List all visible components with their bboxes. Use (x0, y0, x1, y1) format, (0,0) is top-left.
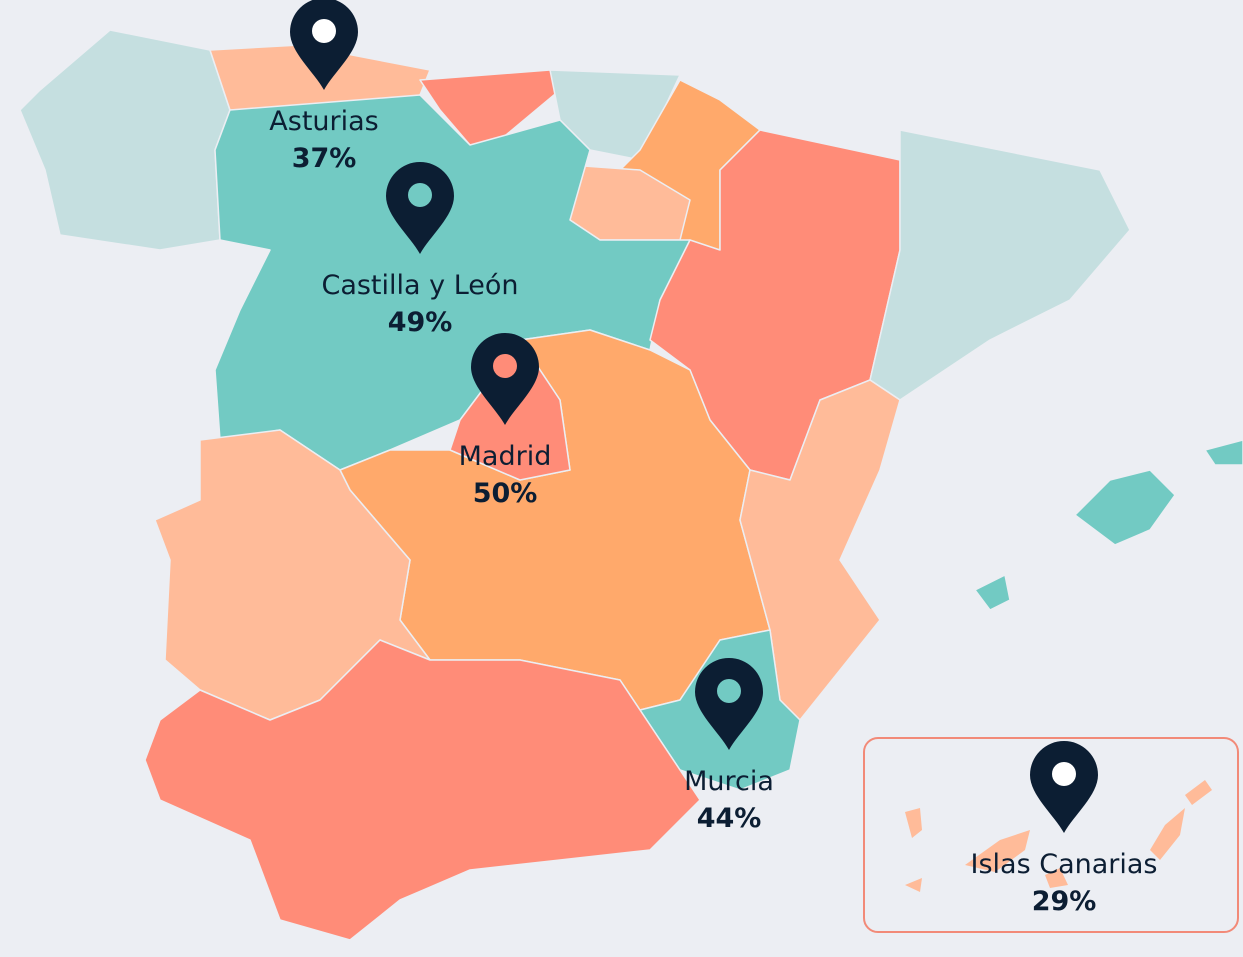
marker-label: Islas Canarias (971, 849, 1158, 880)
ibiza (974, 574, 1011, 611)
cataluna (869, 129, 1131, 401)
island (1045, 868, 1068, 888)
pin (1030, 741, 1098, 833)
pin (695, 658, 763, 750)
marker: Islas Canarias 29% (971, 741, 1158, 917)
marker-value: 50% (473, 478, 538, 509)
pin-dot (408, 183, 432, 207)
pin (386, 162, 454, 254)
regions (19, 29, 1243, 941)
pin-dot (493, 354, 517, 378)
island (905, 808, 922, 838)
island (1150, 808, 1185, 860)
marker-value: 29% (1032, 886, 1097, 917)
marker: Castilla y León 49% (321, 162, 519, 338)
island (965, 830, 1030, 872)
pin-dot (1052, 762, 1076, 786)
andalucia (144, 639, 701, 941)
marker-label: Castilla y León (321, 270, 518, 301)
marker-value: 44% (697, 803, 762, 834)
mallorca (1074, 469, 1176, 546)
marker-label: Murcia (684, 766, 774, 797)
marker-label: Asturias (269, 106, 378, 137)
island (905, 878, 922, 892)
pin-dot (717, 679, 741, 703)
island (1185, 780, 1212, 805)
marker: Murcia 44% (684, 658, 774, 834)
canary-islands (905, 780, 1212, 892)
marker: Asturias 37% (269, 0, 379, 174)
marker-value: 49% (388, 307, 453, 338)
marker: Madrid 50% (459, 333, 552, 509)
menorca (1204, 439, 1243, 466)
pin (471, 333, 539, 425)
markers: Asturias 37% Castilla y León 49% Madrid 50% Mu… (269, 0, 1158, 917)
marker-label: Madrid (459, 441, 552, 472)
marker-value: 37% (292, 143, 357, 174)
canarias-inset (863, 737, 1239, 933)
pin (290, 0, 358, 90)
pin-dot (312, 19, 336, 43)
